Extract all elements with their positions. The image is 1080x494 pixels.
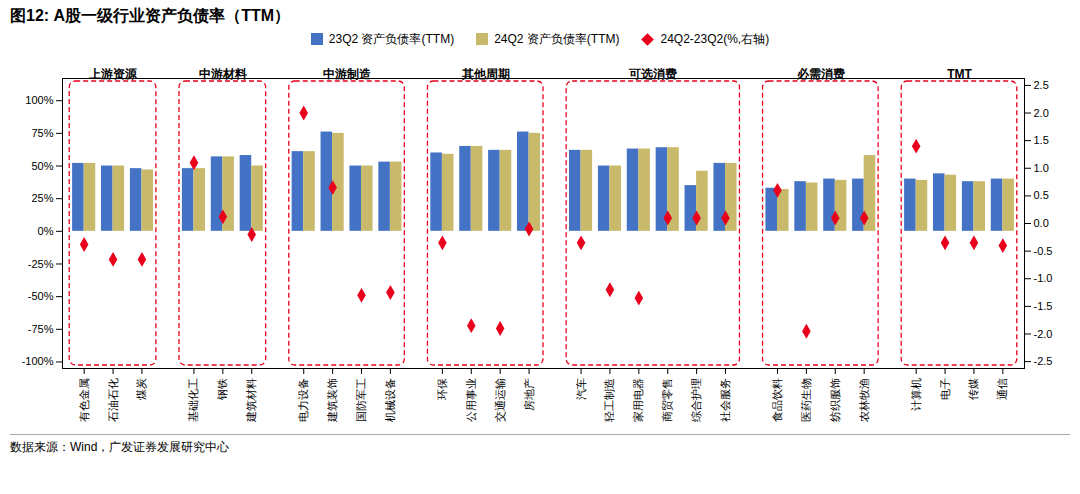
svg-text:家用电器: 家用电器 [632, 378, 644, 422]
svg-text:-25%: -25% [28, 258, 54, 270]
svg-text:建筑材料: 建筑材料 [245, 378, 257, 423]
svg-text:汽车: 汽车 [575, 378, 587, 400]
svg-text:25%: 25% [31, 192, 53, 204]
svg-text:-75%: -75% [28, 323, 54, 335]
html-text:24Q2 资产负债率(TTM): 24Q2 资产负债率(TTM) [494, 31, 620, 46]
svg-text:纺织服饰: 纺织服饰 [829, 378, 841, 422]
svg-text:1.5: 1.5 [1034, 134, 1049, 146]
svg-text:2.5: 2.5 [1034, 79, 1049, 91]
svg-text:2.0: 2.0 [1034, 107, 1049, 119]
html-text:24Q2-23Q2(%,右轴): 24Q2-23Q2(%,右轴) [660, 31, 770, 46]
svg-text:社会服务: 社会服务 [719, 378, 731, 422]
svg-text:石油石化: 石油石化 [107, 378, 119, 422]
svg-text:-0.5: -0.5 [1034, 245, 1053, 257]
svg-text:0%: 0% [38, 225, 54, 237]
html-text:数据来源：Wind，广发证券发展研究中心: 数据来源：Wind，广发证券发展研究中心 [10, 440, 230, 454]
svg-text:煤炭: 煤炭 [135, 378, 147, 400]
svg-text:机械设备: 机械设备 [384, 378, 396, 422]
svg-text:计算机: 计算机 [910, 378, 922, 411]
html-text:23Q2 资产负债率(TTM): 23Q2 资产负债率(TTM) [328, 31, 455, 46]
svg-text:医药生物: 医药生物 [800, 378, 812, 422]
svg-text:1.0: 1.0 [1034, 162, 1049, 174]
svg-text:农林牧渔: 农林牧渔 [858, 378, 870, 422]
svg-text:房地产: 房地产 [523, 378, 535, 411]
svg-text:通信: 通信 [996, 378, 1008, 400]
svg-text:-50%: -50% [28, 290, 54, 302]
svg-text:基础化工: 基础化工 [187, 378, 199, 422]
svg-text:0.5: 0.5 [1034, 189, 1049, 201]
svg-text:75%: 75% [31, 127, 53, 139]
svg-text:必需消费: 必需消费 [796, 67, 845, 81]
svg-text:综合护理: 综合护理 [690, 378, 702, 422]
svg-text:100%: 100% [25, 94, 53, 106]
svg-text:国防军工: 国防军工 [355, 378, 367, 422]
svg-text:交通运输: 交通运输 [494, 378, 506, 422]
svg-text:中游制造: 中游制造 [323, 67, 372, 81]
svg-text:可选消费: 可选消费 [628, 67, 677, 81]
svg-text:上游资源: 上游资源 [88, 67, 138, 81]
svg-text:-1.0: -1.0 [1034, 272, 1053, 284]
svg-text:0.0: 0.0 [1034, 217, 1049, 229]
html-text:图12: A股一级行业资产负债率（TTM）: 图12: A股一级行业资产负债率（TTM） [10, 7, 290, 24]
svg-text:钢铁: 钢铁 [216, 378, 228, 401]
svg-text:商贸零售: 商贸零售 [661, 378, 673, 422]
svg-text:电子: 电子 [939, 378, 951, 400]
svg-text:环保: 环保 [436, 378, 448, 400]
svg-text:传媒: 传媒 [967, 378, 979, 400]
svg-text:-2.0: -2.0 [1034, 327, 1053, 339]
svg-text:TMT: TMT [947, 67, 972, 81]
svg-text:公用事业: 公用事业 [465, 378, 477, 422]
svg-text:电力设备: 电力设备 [297, 378, 309, 422]
svg-text:食品饮料: 食品饮料 [771, 378, 783, 422]
svg-text:轻工制造: 轻工制造 [603, 378, 615, 422]
svg-text:-100%: -100% [22, 355, 54, 367]
svg-text:其他周期: 其他周期 [461, 67, 510, 81]
svg-text:中游材料: 中游材料 [199, 67, 247, 81]
svg-text:-1.5: -1.5 [1034, 300, 1053, 312]
svg-text:-2.5: -2.5 [1034, 355, 1053, 367]
svg-text:建筑装饰: 建筑装饰 [326, 378, 338, 423]
svg-text:50%: 50% [31, 160, 53, 172]
svg-text:有色金属: 有色金属 [78, 378, 90, 422]
